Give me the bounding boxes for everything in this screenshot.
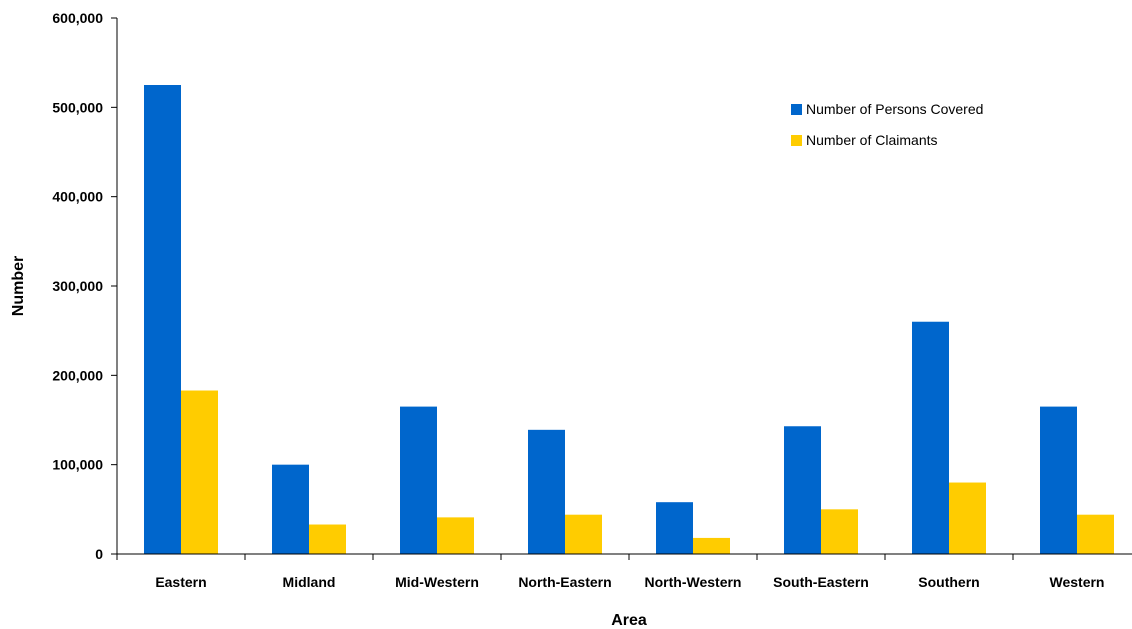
x-tick-label: Southern [918, 574, 979, 590]
legend-swatch-claimants [791, 135, 802, 146]
bar-number-of-persons-covered-midland [272, 464, 309, 554]
bar-number-of-persons-covered-eastern [144, 85, 181, 554]
x-tick-label: North-Eastern [518, 574, 611, 590]
legend-label-claimants: Number of Claimants [806, 132, 938, 148]
bar-number-of-persons-covered-western [1040, 406, 1077, 554]
y-tick-label: 600,000 [52, 10, 103, 26]
x-tick-label: Midland [283, 574, 336, 590]
x-tick-label: North-Western [645, 574, 742, 590]
x-tick-label: South-Eastern [773, 574, 869, 590]
y-tick-label: 500,000 [52, 99, 103, 115]
x-tick-label: Mid-Western [395, 574, 479, 590]
legend: Number of Persons Covered Number of Clai… [791, 101, 983, 148]
y-tick-label: 400,000 [52, 189, 103, 205]
y-tick-label: 200,000 [52, 367, 103, 383]
bar-number-of-claimants-north-western [693, 537, 730, 554]
x-axis-ticks: Eastern Midland Mid-Western North-Eastern No… [116, 554, 1105, 590]
y-tick-label: 100,000 [52, 457, 103, 473]
x-tick-label: Western [1050, 574, 1105, 590]
bar-number-of-claimants-midland [309, 524, 346, 554]
y-tick-label: 300,000 [52, 278, 103, 294]
x-axis-title: Area [611, 612, 647, 629]
bar-number-of-persons-covered-south-eastern [784, 426, 821, 554]
bar-number-of-persons-covered-southern [912, 321, 949, 554]
bar-number-of-persons-covered-north-western [656, 502, 693, 554]
bars-group [144, 85, 1114, 554]
bar-number-of-persons-covered-north-eastern [528, 429, 565, 554]
legend-label-persons-covered: Number of Persons Covered [806, 101, 983, 117]
bar-number-of-claimants-south-eastern [821, 509, 858, 554]
legend-swatch-persons-covered [791, 104, 802, 115]
bar-number-of-claimants-mid-western [437, 517, 474, 554]
bar-number-of-claimants-north-eastern [565, 514, 602, 554]
bar-number-of-claimants-southern [949, 482, 986, 554]
x-tick-label: Eastern [155, 574, 206, 590]
y-tick-label: 0 [95, 546, 103, 562]
y-axis-ticks: 0 100,000 200,000 300,000 400,000 500,000 600,… [52, 10, 117, 562]
bar-number-of-claimants-western [1077, 514, 1114, 554]
bar-number-of-claimants-eastern [181, 390, 218, 554]
bar-number-of-persons-covered-mid-western [400, 406, 437, 554]
y-axis-title: Number [10, 256, 27, 316]
